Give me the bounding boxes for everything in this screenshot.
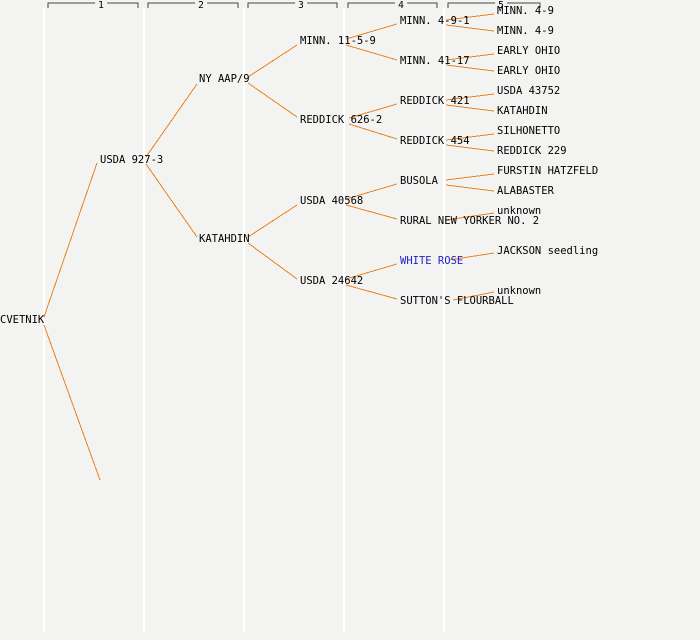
- pedigree-edge-line: [345, 204, 398, 220]
- pedigree-node-label[interactable]: REDDICK 626-2: [300, 114, 383, 126]
- pedigree-node-label[interactable]: SUTTON'S FLOURBALL: [400, 295, 514, 307]
- pedigree-node-label[interactable]: NY AAP/9: [199, 73, 250, 85]
- generation-bracket: [147, 2, 239, 8]
- pedigree-node-label[interactable]: MINN. 4-9-1: [400, 15, 470, 27]
- generation-number-label: 1: [95, 0, 107, 11]
- pedigree-edge-line: [345, 23, 398, 40]
- pedigree-edge-line: [145, 163, 198, 238]
- pedigree-edge-line: [345, 44, 398, 61]
- generation-number-label: 2: [195, 0, 207, 11]
- pedigree-node-label[interactable]: MINN. 4-9: [497, 5, 554, 17]
- pedigree-edge-line: [445, 184, 495, 192]
- pedigree-edge-line: [445, 133, 495, 141]
- generation-bracket: [347, 2, 438, 8]
- pedigree-edge-line: [345, 183, 398, 200]
- pedigree-node-label[interactable]: USDA 24642: [300, 275, 364, 287]
- pedigree-edge-line: [247, 44, 298, 78]
- pedigree-node-label[interactable]: WHITE ROSE: [400, 255, 464, 267]
- pedigree-edge-line: [247, 82, 298, 118]
- pedigree-edge-line: [43, 162, 98, 318]
- pedigree-node-label[interactable]: unknown: [497, 285, 542, 297]
- pedigree-edge-line: [452, 291, 495, 301]
- generation-number-label: 5: [495, 0, 507, 11]
- generation-bracket: [47, 2, 139, 8]
- pedigree-node-label[interactable]: USDA 40568: [300, 195, 364, 207]
- pedigree-edge-line: [445, 64, 495, 72]
- generation-number-label: 3: [295, 0, 307, 11]
- pedigree-node-label[interactable]: KATAHDIN: [199, 233, 250, 245]
- pedigree-node-label[interactable]: REDDICK 229: [497, 145, 567, 157]
- pedigree-node-label[interactable]: REDDICK 454: [400, 135, 470, 147]
- pedigree-node-label[interactable]: unknown: [497, 205, 542, 217]
- generation-bracket: [447, 2, 541, 8]
- pedigree-edge-line: [247, 242, 298, 280]
- pedigree-node-label[interactable]: USDA 43752: [497, 85, 561, 97]
- pedigree-edge-line: [345, 284, 398, 300]
- pedigree-node-label[interactable]: SILHONETTO: [497, 125, 561, 137]
- pedigree-edge-line: [348, 103, 398, 119]
- pedigree-edge-line: [445, 53, 495, 61]
- pedigree-edge-line: [43, 324, 101, 481]
- pedigree-node-label[interactable]: EARLY OHIO: [497, 65, 561, 77]
- pedigree-edge-line: [445, 13, 495, 21]
- pedigree-node-label[interactable]: MINN. 4-9: [497, 25, 554, 37]
- pedigree-edge-line: [445, 173, 495, 181]
- pedigree-edge-line: [445, 212, 495, 221]
- pedigree-node-label[interactable]: JACKSON seedling: [497, 245, 599, 257]
- pedigree-node-label[interactable]: ALABASTER: [497, 185, 554, 197]
- pedigree-edge-line: [145, 83, 198, 158]
- pedigree-node-label[interactable]: MINN. 11-5-9: [300, 35, 376, 47]
- pedigree-node-label[interactable]: RURAL NEW YORKER NO. 2: [400, 215, 540, 227]
- pedigree-edge-line: [445, 24, 495, 32]
- pedigree-edge-line: [345, 263, 398, 280]
- pedigree-node-label[interactable]: CVETNIK: [0, 314, 45, 326]
- generation-bracket: [247, 2, 338, 8]
- pedigree-node-label[interactable]: USDA 927-3: [100, 154, 164, 166]
- pedigree-edge-line: [247, 204, 298, 238]
- pedigree-node-label[interactable]: MINN. 41-17: [400, 55, 470, 67]
- pedigree-edge-line: [445, 104, 495, 112]
- pedigree-node-label[interactable]: BUSOLA: [400, 175, 438, 187]
- pedigree-edge-line: [448, 252, 495, 261]
- pedigree-node-label[interactable]: EARLY OHIO: [497, 45, 561, 57]
- generation-number-label: 4: [395, 0, 407, 11]
- pedigree-edge-line: [445, 144, 495, 152]
- pedigree-edge-line: [445, 93, 495, 101]
- pedigree-node-label[interactable]: FURSTIN HATZFELD: [497, 165, 599, 177]
- pedigree-edge-line: [348, 123, 398, 140]
- pedigree-node-label[interactable]: KATAHDIN: [497, 105, 548, 117]
- pedigree-node-label[interactable]: REDDICK 421: [400, 95, 470, 107]
